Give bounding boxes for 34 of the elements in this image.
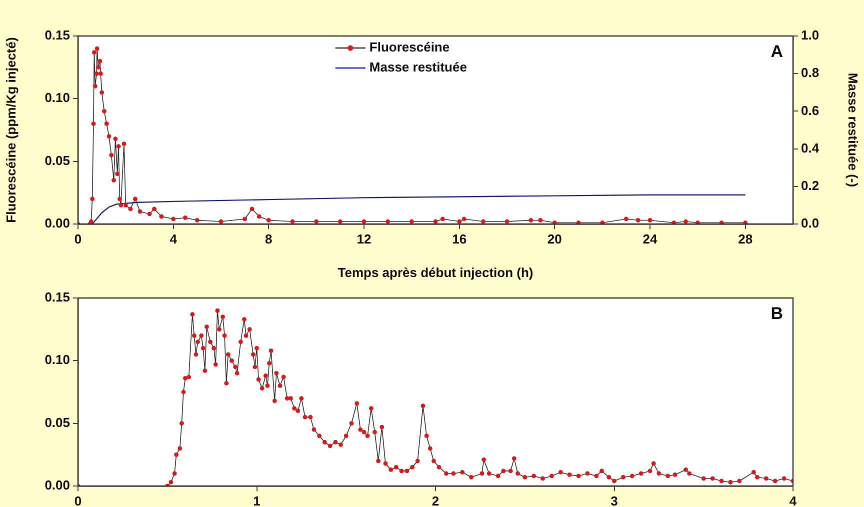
x-tick-label: 1 bbox=[253, 493, 260, 507]
x-tick-label: 20 bbox=[547, 231, 562, 246]
y-tick-label: 0.05 bbox=[44, 152, 70, 168]
x-tick-label: 8 bbox=[265, 231, 272, 246]
y2-tick-label: 0.6 bbox=[801, 102, 820, 118]
x-tick-label: 28 bbox=[738, 231, 753, 246]
y-tick-label: 0.15 bbox=[44, 290, 70, 305]
y-axis-title: Fluorescéine (ppm/Kg injecté) bbox=[3, 37, 18, 223]
x-tick-label: 4 bbox=[789, 493, 798, 507]
x-tick-label: 4 bbox=[170, 231, 178, 246]
y-tick-label: 0.00 bbox=[44, 478, 70, 493]
y-tick-label: 0.15 bbox=[44, 28, 70, 43]
y2-tick-label: 0.8 bbox=[801, 65, 820, 80]
y-tick-label: 0.05 bbox=[44, 414, 70, 430]
annotation: B bbox=[770, 304, 783, 324]
y-tick-label: 0.10 bbox=[44, 352, 70, 368]
x-tick-label: 0 bbox=[74, 493, 82, 507]
y2-tick-label: 0.0 bbox=[801, 216, 820, 231]
y2-tick-label: 0.4 bbox=[801, 140, 820, 156]
y2-tick-label: 0.2 bbox=[801, 178, 820, 193]
x-tick-label: 2 bbox=[432, 493, 440, 507]
x-tick-label: 16 bbox=[452, 231, 467, 246]
x-tick-label: 0 bbox=[74, 231, 82, 246]
annotation: A bbox=[770, 42, 783, 62]
x-tick-label: 12 bbox=[356, 231, 372, 246]
y2-axis-title: Masse restituée (-) bbox=[846, 72, 861, 188]
x-tick-label: 3 bbox=[610, 493, 618, 507]
y-tick-label: 0.00 bbox=[44, 216, 70, 231]
x-axis-title: Temps après début injection (h) bbox=[338, 264, 534, 280]
y2-tick-label: 1.0 bbox=[801, 28, 820, 43]
legend-label: Masse restituée bbox=[369, 60, 467, 75]
x-tick-label: 24 bbox=[642, 231, 658, 246]
legend-label: Fluorescéine bbox=[369, 40, 450, 55]
y-tick-label: 0.10 bbox=[44, 90, 70, 106]
